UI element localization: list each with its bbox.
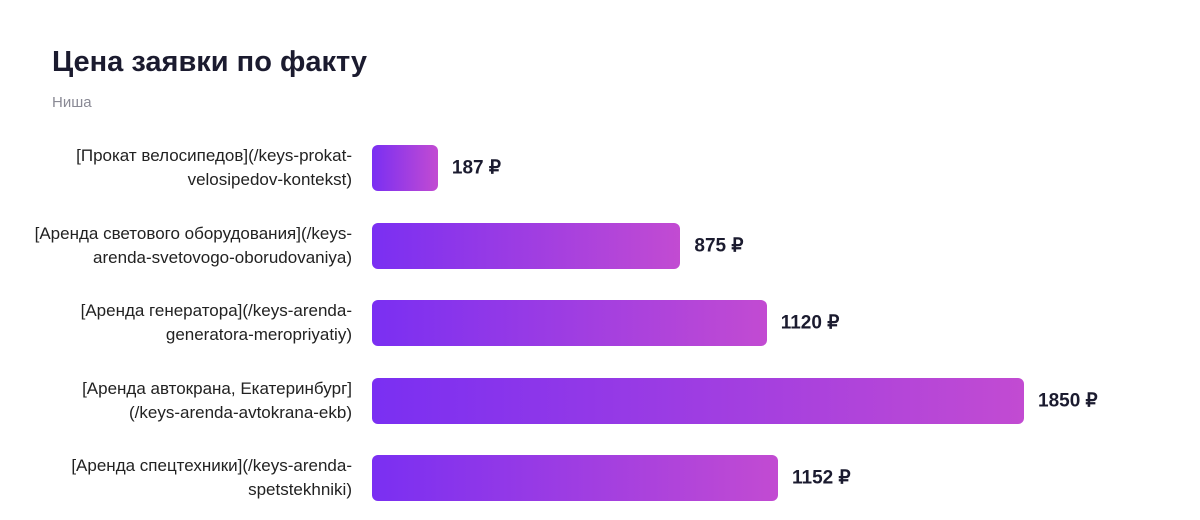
chart-title: Цена заявки по факту [52,46,368,78]
value-label: 1850 ₽ [1038,390,1098,411]
value-label: 875 ₽ [694,235,744,256]
category-label: [Аренда генератора](/keys-arenda-generat… [80,301,352,344]
bar-row: [Аренда светового оборудования](/keys-ar… [0,222,1200,269]
bar [372,455,778,501]
bar [372,300,767,346]
bar-row: [Аренда спецтехники](/keys-arenda-spetst… [0,455,1200,501]
value-label: 1120 ₽ [780,312,840,334]
bar [372,222,681,269]
value-label: 1152 ₽ [792,467,851,489]
category-label: [Прокат велосипедов](/keys-prokat-velosi… [76,146,352,189]
category-label: [Аренда спецтехники](/keys-arenda-spetst… [71,456,352,499]
category-label: [Аренда светового оборудования](/keys-ar… [34,223,352,267]
bar-row: [Аренда генератора](/keys-arenda-generat… [0,300,1200,346]
bar [372,145,438,191]
chart-subtitle: Ниша [52,94,92,111]
category-label: [Аренда автокрана, Екатеринбург](/keys-a… [82,378,352,422]
bar-row: [Аренда автокрана, Екатеринбург](/keys-a… [0,377,1200,424]
bar [372,377,1024,424]
bar-row: [Прокат велосипедов](/keys-prokat-velosi… [0,145,1200,191]
value-label: 187 ₽ [451,157,501,179]
